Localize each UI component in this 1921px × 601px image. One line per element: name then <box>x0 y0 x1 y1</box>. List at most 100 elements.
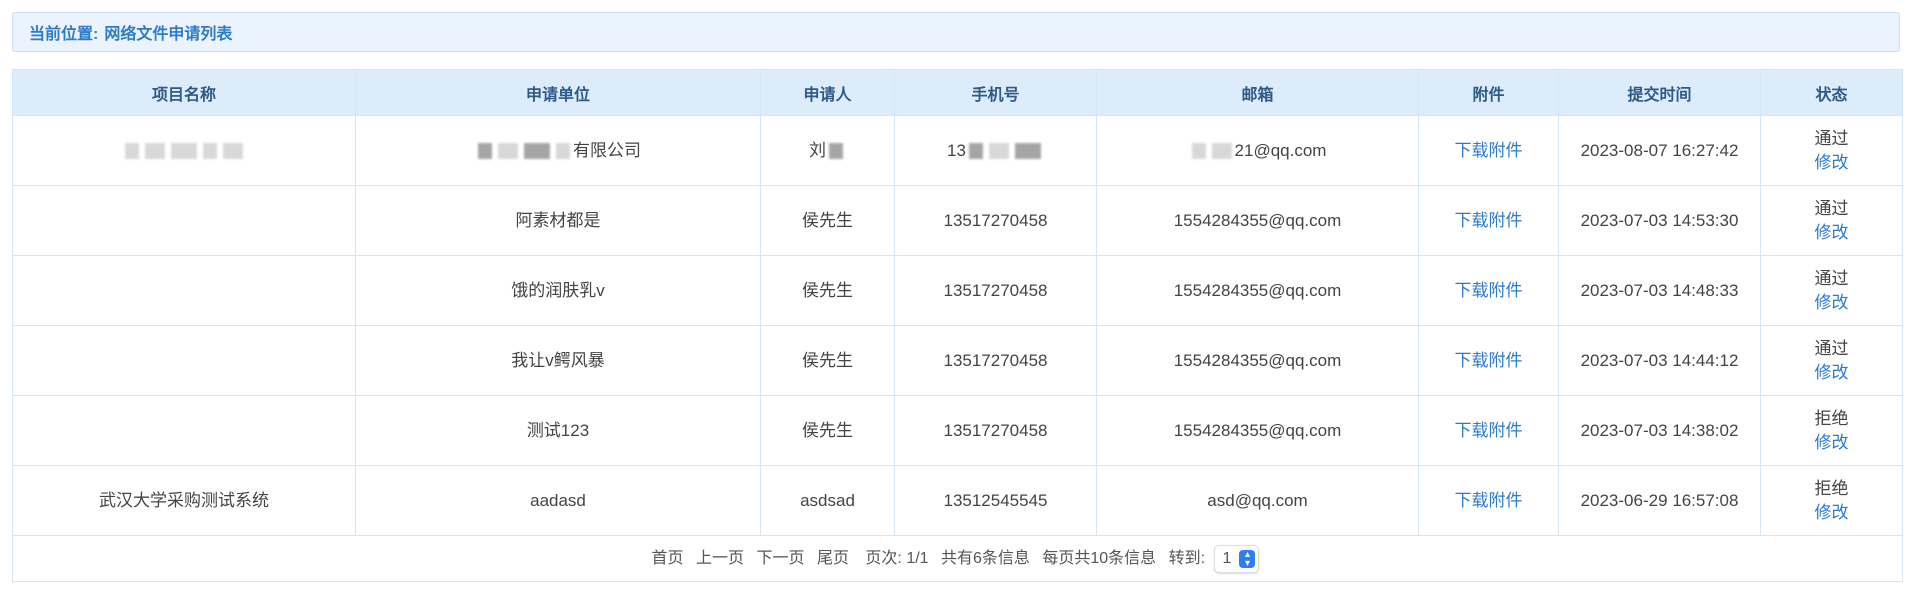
status-text: 拒绝 <box>1814 408 1849 428</box>
cell-email: 1554284355@qq.com <box>1096 395 1419 466</box>
cell-status: 通过 修改 <box>1760 255 1903 326</box>
edit-link[interactable]: 修改 <box>1814 362 1849 382</box>
cell-phone: 13517270458 <box>894 325 1097 396</box>
download-attachment-link[interactable]: 下载附件 <box>1454 350 1523 370</box>
submit-time: 2023-07-03 14:48:33 <box>1580 280 1739 300</box>
table-row: 武汉大学采购测试系统 aadasd asdsad 13512545545 asd… <box>12 465 1903 536</box>
next-page-link[interactable]: 下一页 <box>756 549 805 567</box>
goto-page-select[interactable]: 1 ▴ ▾ <box>1213 544 1260 573</box>
cell-email: 21@qq.com <box>1096 115 1419 186</box>
edit-link[interactable]: 修改 <box>1814 292 1849 312</box>
redacted-block <box>968 143 983 160</box>
phone-number: 13512545545 <box>943 490 1048 510</box>
applicant-name: asdsad <box>800 490 855 510</box>
col-applicant: 申请人 <box>760 69 895 116</box>
per-page-info: 每页共10条信息 <box>1042 549 1157 567</box>
cell-applicant: asdsad <box>760 465 895 536</box>
status-text: 通过 <box>1814 128 1849 148</box>
cell-time: 2023-07-03 14:38:02 <box>1558 395 1761 466</box>
cell-time: 2023-08-07 16:27:42 <box>1558 115 1761 186</box>
download-attachment-link[interactable]: 下载附件 <box>1454 280 1523 300</box>
unit-name: 饿的润肤乳v <box>511 280 605 300</box>
cell-phone: 13517270458 <box>894 185 1097 256</box>
redacted-block <box>203 143 217 160</box>
unit-name: 测试123 <box>526 420 590 440</box>
status-text: 通过 <box>1814 338 1849 358</box>
total-count: 共有6条信息 <box>941 549 1030 567</box>
redacted-block <box>1014 143 1041 160</box>
cell-email: 1554284355@qq.com <box>1096 325 1419 396</box>
cell-unit: 有限公司 <box>355 115 761 186</box>
submit-time: 2023-07-03 14:44:12 <box>1580 350 1739 370</box>
cell-phone: 13512545545 <box>894 465 1097 536</box>
col-email: 邮箱 <box>1096 69 1419 116</box>
redacted-block <box>478 143 492 160</box>
cell-attachment: 下载附件 <box>1418 115 1559 186</box>
redacted-block <box>1211 143 1232 160</box>
edit-link[interactable]: 修改 <box>1814 432 1849 452</box>
goto-value: 1 <box>1222 549 1232 567</box>
redacted-block <box>829 143 843 160</box>
cell-unit: 饿的润肤乳v <box>355 255 761 326</box>
cell-unit: 我让v鳄风暴 <box>355 325 761 396</box>
cell-email: 1554284355@qq.com <box>1096 255 1419 326</box>
unit-name: 有限公司 <box>573 140 641 160</box>
last-page-link[interactable]: 尾页 <box>816 549 849 567</box>
redacted-block <box>223 143 243 160</box>
cell-project <box>12 115 356 186</box>
cell-project <box>12 325 356 396</box>
pagination: 首页 上一页 下一页 尾页 页次: 1/1 共有6条信息 每页共10条信息 转到… <box>12 535 1903 582</box>
unit-name: aadasd <box>530 490 586 510</box>
cell-attachment: 下载附件 <box>1418 255 1559 326</box>
cell-phone: 13 <box>894 115 1097 186</box>
phone-number: 13517270458 <box>943 420 1048 440</box>
applicant-name: 侯先生 <box>802 420 853 440</box>
status-text: 拒绝 <box>1814 478 1849 498</box>
cell-applicant: 侯先生 <box>760 395 895 466</box>
cell-email: asd@qq.com <box>1096 465 1419 536</box>
table-row: 阿素材都是 侯先生 13517270458 1554284355@qq.com … <box>12 185 1903 256</box>
status-text: 通过 <box>1814 268 1849 288</box>
redacted-block <box>556 143 570 160</box>
download-attachment-link[interactable]: 下载附件 <box>1454 420 1523 440</box>
email: 1554284355@qq.com <box>1173 280 1342 300</box>
edit-link[interactable]: 修改 <box>1814 222 1849 242</box>
edit-link[interactable]: 修改 <box>1814 502 1849 522</box>
table-header: 项目名称 申请单位 申请人 手机号 邮箱 附件 提交时间 状态 <box>12 69 1903 116</box>
col-status: 状态 <box>1760 69 1903 116</box>
redacted-block <box>988 143 1009 160</box>
table-row: 我让v鳄风暴 侯先生 13517270458 1554284355@qq.com… <box>12 325 1903 396</box>
cell-unit: 阿素材都是 <box>355 185 761 256</box>
application-table: 项目名称 申请单位 申请人 手机号 邮箱 附件 提交时间 状态 有限公司 刘 1… <box>12 69 1903 582</box>
cell-time: 2023-07-03 14:44:12 <box>1558 325 1761 396</box>
cell-status: 通过 修改 <box>1760 325 1903 396</box>
email: 1554284355@qq.com <box>1173 420 1342 440</box>
cell-unit: aadasd <box>355 465 761 536</box>
applicant-name: 侯先生 <box>802 350 853 370</box>
first-page-link[interactable]: 首页 <box>651 549 684 567</box>
edit-link[interactable]: 修改 <box>1814 152 1849 172</box>
cell-project <box>12 255 356 326</box>
email: 1554284355@qq.com <box>1173 350 1342 370</box>
cell-time: 2023-07-03 14:53:30 <box>1558 185 1761 256</box>
redacted-block <box>171 143 197 160</box>
table-row: 有限公司 刘 13 21@qq.com 下载附件 2023-08-07 16:2… <box>12 115 1903 186</box>
download-attachment-link[interactable]: 下载附件 <box>1454 490 1523 510</box>
col-project: 项目名称 <box>12 69 356 116</box>
download-attachment-link[interactable]: 下载附件 <box>1454 210 1523 230</box>
cell-email: 1554284355@qq.com <box>1096 185 1419 256</box>
phone-number: 13517270458 <box>943 280 1048 300</box>
col-unit: 申请单位 <box>355 69 761 116</box>
submit-time: 2023-06-29 16:57:08 <box>1580 490 1739 510</box>
phone-number: 13517270458 <box>943 210 1048 230</box>
cell-project: 武汉大学采购测试系统 <box>12 465 356 536</box>
prev-page-link[interactable]: 上一页 <box>696 549 745 567</box>
cell-phone: 13517270458 <box>894 255 1097 326</box>
redacted-block <box>498 143 518 160</box>
email: 1554284355@qq.com <box>1173 210 1342 230</box>
redacted-block <box>145 143 165 160</box>
cell-applicant: 侯先生 <box>760 325 895 396</box>
download-attachment-link[interactable]: 下载附件 <box>1454 140 1523 160</box>
email: asd@qq.com <box>1207 490 1308 510</box>
cell-applicant: 侯先生 <box>760 255 895 326</box>
